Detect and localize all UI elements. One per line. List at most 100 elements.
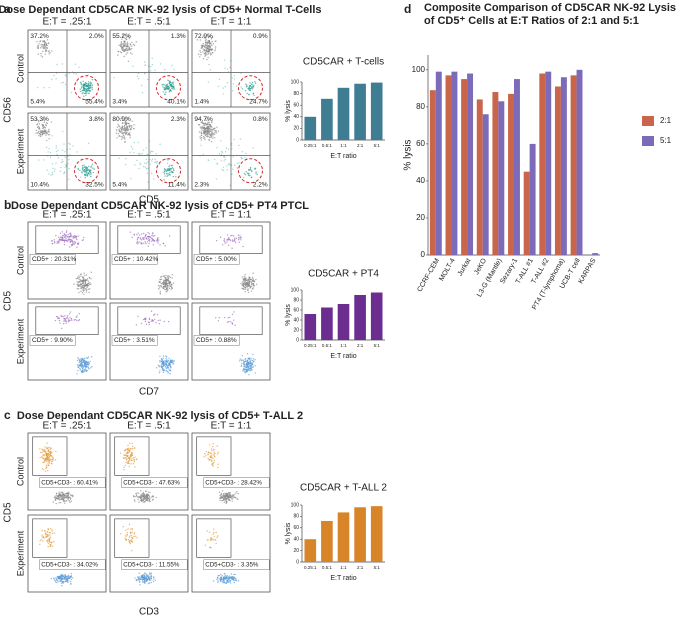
event-dot (138, 573, 139, 574)
event-dot (83, 84, 84, 85)
event-dot (200, 131, 201, 132)
flow-plot: 72.9%0.9%1.4%24.7% (192, 30, 270, 107)
event-dot (67, 156, 68, 157)
event-dot (249, 281, 250, 282)
event-dot (211, 448, 212, 449)
event-dot (149, 239, 150, 240)
event-dot (166, 359, 167, 360)
event-dot (249, 362, 250, 363)
event-dot (62, 161, 63, 162)
event-dot (66, 500, 67, 501)
event-dot (224, 317, 225, 318)
event-dot (229, 67, 230, 68)
event-dot (203, 132, 204, 133)
event-dot (130, 178, 131, 179)
event-dot (82, 367, 83, 368)
event-dot (230, 580, 231, 581)
event-dot (70, 233, 71, 234)
event-dot (69, 317, 70, 318)
event-dot (56, 579, 57, 580)
y-tick-label: 60 (416, 139, 425, 148)
event-dot (82, 292, 83, 293)
event-dot (54, 242, 55, 243)
event-dot (64, 156, 65, 157)
event-dot (128, 463, 129, 464)
bar (577, 70, 583, 255)
event-dot (223, 499, 224, 500)
event-dot (55, 320, 56, 321)
event-dot (227, 493, 228, 494)
event-dot (83, 237, 84, 238)
event-dot (83, 280, 84, 281)
event-dot (210, 52, 211, 53)
event-dot (169, 235, 170, 236)
event-dot (165, 358, 166, 359)
event-dot (51, 542, 52, 543)
bar (539, 74, 545, 255)
event-dot (147, 500, 148, 501)
event-dot (43, 48, 44, 49)
bar (477, 99, 483, 255)
event-dot (48, 138, 49, 139)
event-dot (132, 541, 133, 542)
event-dot (229, 500, 230, 501)
event-dot (70, 495, 71, 496)
event-dot (168, 280, 169, 281)
event-dot (80, 91, 81, 92)
event-dot (144, 583, 145, 584)
event-dot (199, 56, 200, 57)
event-dot (59, 322, 60, 323)
event-dot (244, 364, 245, 365)
event-dot (67, 576, 68, 577)
event-dot (164, 175, 165, 176)
event-dot (167, 371, 168, 372)
event-dot (87, 357, 88, 358)
bar (354, 84, 366, 140)
event-dot (212, 464, 213, 465)
event-dot (127, 126, 128, 127)
event-dot (216, 147, 217, 148)
event-dot (147, 497, 148, 498)
event-dot (211, 460, 212, 461)
event-dot (208, 124, 209, 125)
event-dot (250, 286, 251, 287)
event-dot (77, 278, 78, 279)
x-tick-label: 0.5:1 (322, 343, 333, 348)
event-dot (226, 500, 227, 501)
event-dot (132, 528, 133, 529)
event-dot (50, 152, 51, 153)
event-dot (160, 279, 161, 280)
event-dot (213, 532, 214, 533)
event-dot (136, 160, 137, 161)
flow-plot: CD5+ : 3.51% (110, 303, 188, 380)
event-dot (213, 454, 214, 455)
event-dot (43, 87, 44, 88)
event-dot (228, 495, 229, 496)
event-dot (227, 577, 228, 578)
event-dot (88, 289, 89, 290)
event-dot (253, 361, 254, 362)
event-dot (211, 453, 212, 454)
event-dot (134, 164, 135, 165)
event-dot (171, 65, 172, 66)
event-dot (169, 169, 170, 170)
event-dot (219, 153, 220, 154)
y-tick-label: 20 (293, 327, 299, 333)
event-dot (56, 503, 57, 504)
event-dot (57, 241, 58, 242)
event-dot (124, 56, 125, 57)
event-dot (146, 237, 147, 238)
event-dot (71, 240, 72, 241)
event-dot (39, 123, 40, 124)
event-dot (212, 465, 213, 466)
quadrant-percent: 11.4% (168, 181, 186, 188)
event-dot (152, 240, 153, 241)
event-dot (201, 133, 202, 134)
event-dot (62, 499, 63, 500)
event-dot (238, 145, 239, 146)
event-dot (68, 240, 69, 241)
event-dot (45, 42, 46, 43)
event-dot (88, 166, 89, 167)
event-dot (152, 159, 153, 160)
y-tick-label: 0 (296, 337, 299, 343)
